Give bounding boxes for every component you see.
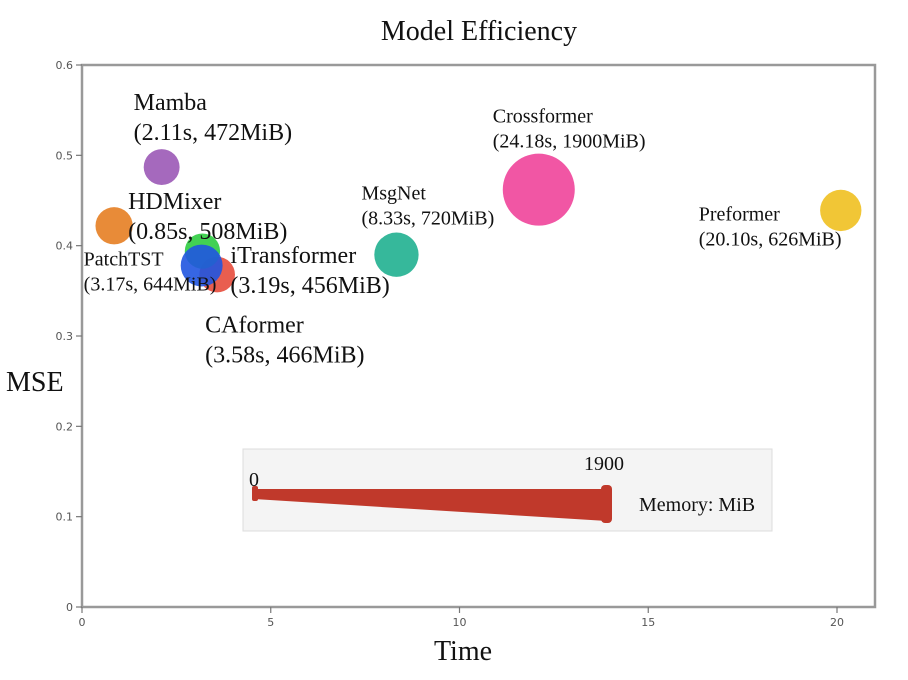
bubble-label-name: CAformer xyxy=(205,313,304,339)
bubble-label-detail: (3.19s, 456MiB) xyxy=(230,273,389,299)
bubble-label-name: Mamba xyxy=(134,90,208,116)
bubble-label-patchtst: PatchTST (3.17s, 644MiB) xyxy=(84,249,217,296)
legend-title: Memory: MiB xyxy=(639,494,755,516)
x-tick-label: 10 xyxy=(453,616,467,629)
y-axis: 0 0.1 0.2 0.3 0.4 0.5 0.6 xyxy=(56,59,82,614)
bubble-label-name: Preformer xyxy=(699,203,780,225)
bubble-label-detail: (3.17s, 644MiB) xyxy=(84,274,217,296)
bubble-label-detail: (8.33s, 720MiB) xyxy=(361,208,494,230)
bubble-patchtst xyxy=(180,244,223,287)
legend-size-wedge xyxy=(253,489,607,521)
bubble-msgnet xyxy=(374,232,419,277)
bubble-label-name: MsgNet xyxy=(361,183,426,205)
bubble-label-itransformer: iTransformer (3.19s, 456MiB) xyxy=(230,243,389,299)
x-axis-label: Time xyxy=(434,636,492,667)
bubble-label-crossformer: Crossformer (24.18s, 1900MiB) xyxy=(493,106,646,153)
bubble-label-name: PatchTST xyxy=(84,249,164,271)
y-tick-label: 0.5 xyxy=(56,149,74,162)
x-tick-label: 15 xyxy=(641,616,655,629)
bubble-label-caformer: CAformer (3.58s, 466MiB) xyxy=(205,313,364,369)
bubble-label-detail: (3.58s, 466MiB) xyxy=(205,343,364,369)
bubble-label-detail: (0.85s, 508MiB) xyxy=(128,219,287,245)
x-tick-label: 5 xyxy=(267,616,274,629)
bubble-labels: Mamba (2.11s, 472MiB) HDMixer (0.85s, 508Mi… xyxy=(84,90,842,368)
bubble-series xyxy=(95,149,862,293)
bubble-label-mamba: Mamba (2.11s, 472MiB) xyxy=(134,90,292,146)
legend-max-label: 1900 xyxy=(584,453,624,475)
bubble-crossformer xyxy=(502,153,575,226)
bubble-label-detail: (24.18s, 1900MiB) xyxy=(493,131,646,153)
bubble-label-name: Crossformer xyxy=(493,106,593,128)
x-tick-label: 0 xyxy=(79,616,86,629)
x-axis: 0 5 10 15 20 xyxy=(79,607,844,629)
bubble-mamba xyxy=(143,149,180,186)
y-tick-label: 0.4 xyxy=(56,240,74,253)
legend-max-handle xyxy=(601,485,612,523)
y-tick-label: 0.6 xyxy=(56,59,74,72)
bubble-label-hdmixer: HDMixer (0.85s, 508MiB) xyxy=(128,189,287,245)
x-tick-label: 20 xyxy=(830,616,844,629)
bubble-label-name: iTransformer xyxy=(230,243,356,269)
bubble-label-detail: (2.11s, 472MiB) xyxy=(134,120,292,146)
y-tick-label: 0.1 xyxy=(56,511,74,524)
size-legend: 0 1900 Memory: MiB xyxy=(242,448,773,532)
bubble-label-msgnet: MsgNet (8.33s, 720MiB) xyxy=(361,183,494,230)
y-tick-label: 0.3 xyxy=(56,330,74,343)
bubble-label-detail: (20.10s, 626MiB) xyxy=(699,228,842,250)
y-axis-label: MSE xyxy=(6,367,64,398)
y-tick-label: 0.2 xyxy=(56,420,74,433)
bubble-label-preformer: Preformer (20.10s, 626MiB) xyxy=(699,203,842,250)
bubble-preformer xyxy=(820,189,862,232)
bubble-label-name: HDMixer xyxy=(128,189,221,215)
legend-min-handle xyxy=(252,486,258,501)
chart-title: Model Efficiency xyxy=(381,16,577,47)
y-tick-label: 0 xyxy=(66,601,73,614)
bubble-hdmixer xyxy=(95,207,133,245)
legend-min-label: 0 xyxy=(249,469,259,491)
